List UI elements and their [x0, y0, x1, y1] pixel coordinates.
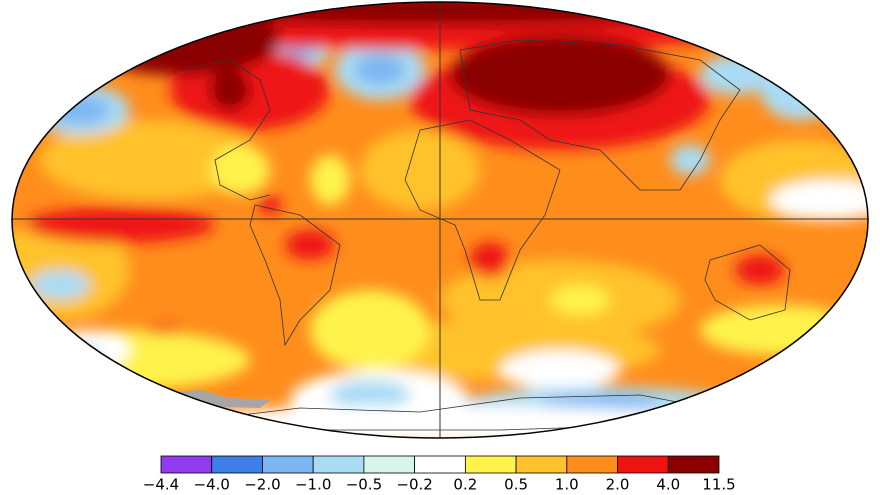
colorbar-bin: [464, 455, 517, 474]
colorbar-bin: [566, 455, 618, 474]
map-border: [11, 1, 869, 439]
colorbar-bin: [363, 455, 416, 474]
colorbar-label: 1.0: [555, 476, 579, 494]
colorbar-label: 2.0: [606, 476, 630, 494]
colorbar-label: −0.2: [396, 476, 432, 494]
colorbar-label: −1.0: [295, 476, 331, 494]
colorbar-bin: [667, 455, 720, 474]
colorbar-bin: [312, 455, 365, 474]
colorbar-label: −4.4: [143, 476, 179, 494]
colorbar-label: 0.2: [453, 476, 477, 494]
colorbar-label: 0.5: [504, 476, 528, 494]
colorbar-label: −2.0: [244, 476, 280, 494]
colorbar-bin: [262, 455, 314, 474]
colorbar: −4.4 −4.0 −2.0 −1.0 −0.5 −0.2 0.2 0.5 1.0 2.0 4.0 1…: [143, 455, 736, 494]
colorbar-label: 4.0: [656, 476, 680, 494]
colorbar-label: 11.5: [702, 476, 735, 494]
colorbar-label: −4.0: [194, 476, 230, 494]
colorbar-label: −0.5: [346, 476, 382, 494]
colorbar-bin: [617, 455, 669, 474]
map: [12, 2, 868, 438]
colorbar-bin: [211, 455, 263, 474]
colorbar-bin: [515, 455, 568, 474]
colorbar-bin: [160, 455, 213, 474]
colorbar-bin: [414, 455, 466, 474]
